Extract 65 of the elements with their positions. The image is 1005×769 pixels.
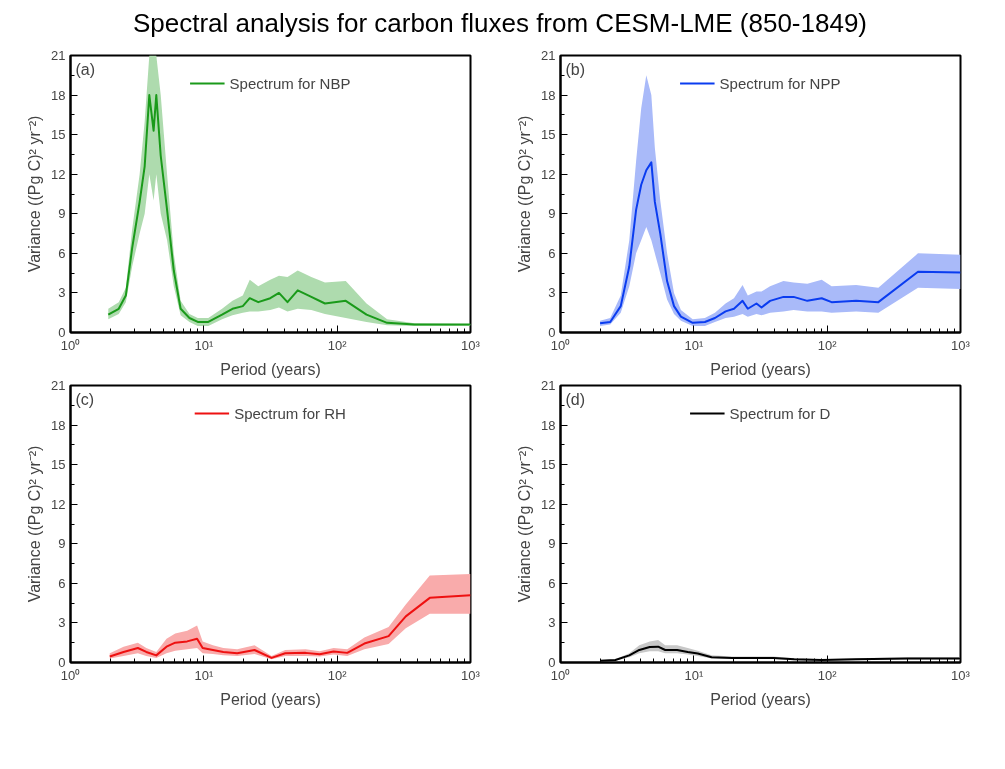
y-tick-label: 3 — [58, 285, 66, 301]
y-tick-label: 3 — [548, 285, 556, 301]
x-tick-label: 10³ — [951, 667, 971, 683]
y-tick-label: 12 — [51, 166, 66, 182]
y-tick-label: 18 — [541, 87, 556, 103]
y-tick-label: 3 — [548, 615, 556, 631]
x-tick-label: 10² — [817, 337, 838, 353]
y-tick-label: 6 — [548, 245, 556, 261]
y-tick-label: 6 — [58, 575, 66, 591]
x-tick-label: 10³ — [951, 337, 971, 353]
y-axis-title: Variance ((Pg C)² yr⁻²) — [26, 445, 44, 603]
legend-label: Spectrum for RH — [234, 404, 346, 422]
y-tick-label: 12 — [541, 166, 556, 182]
y-tick-label: 6 — [58, 245, 66, 261]
y-tick-label: 0 — [58, 325, 66, 340]
y-tick-label: 18 — [51, 417, 66, 433]
annotation: (b) — [565, 60, 586, 78]
y-tick-label: 6 — [548, 575, 556, 591]
y-axis-title: Variance ((Pg C)² yr⁻²) — [26, 115, 44, 273]
y-tick-label: 21 — [51, 378, 66, 393]
y-tick-label: 0 — [548, 325, 556, 340]
y-axis-title: Variance ((Pg C)² yr⁻²) — [516, 115, 534, 273]
y-tick-label: 9 — [58, 536, 66, 552]
y-axis-title: Variance ((Pg C)² yr⁻²) — [516, 445, 534, 603]
x-tick-label: 10³ — [461, 337, 481, 353]
y-tick-label: 15 — [541, 457, 556, 473]
y-tick-label: 21 — [541, 48, 556, 63]
x-axis-title: Period (years) — [220, 690, 321, 708]
annotation: (a) — [75, 60, 96, 78]
y-tick-label: 15 — [51, 457, 66, 473]
x-tick-label: 10⁰ — [550, 337, 571, 353]
annotation: (d) — [565, 390, 586, 408]
legend-label: Spectrum for NBP — [229, 74, 351, 92]
x-tick-label: 10⁰ — [60, 337, 81, 353]
chart-title: Spectral analysis for carbon fluxes from CESM-LME (850-1849) — [131, 7, 869, 40]
x-tick-label: 10³ — [461, 667, 481, 683]
y-tick-label: 12 — [51, 496, 66, 512]
x-tick-label: 10⁰ — [60, 667, 81, 683]
x-tick-label: 10⁰ — [550, 667, 571, 683]
x-tick-label: 10² — [817, 667, 838, 683]
y-tick-label: 18 — [51, 87, 66, 103]
x-axis-title: Period (years) — [710, 360, 811, 378]
y-tick-label: 21 — [541, 378, 556, 393]
x-tick-label: 10¹ — [684, 667, 704, 683]
y-tick-label: 15 — [51, 127, 66, 143]
y-tick-label: 9 — [548, 206, 556, 222]
y-tick-label: 21 — [51, 48, 66, 63]
y-tick-label: 0 — [548, 655, 556, 670]
x-axis-title: Period (years) — [220, 360, 321, 378]
x-tick-label: 10² — [327, 337, 348, 353]
y-tick-label: 18 — [541, 417, 556, 433]
y-tick-label: 0 — [58, 655, 66, 670]
x-tick-label: 10¹ — [194, 337, 214, 353]
y-tick-label: 9 — [548, 536, 556, 552]
x-tick-label: 10¹ — [684, 337, 704, 353]
x-tick-label: 10¹ — [194, 667, 214, 683]
y-tick-label: 3 — [58, 615, 66, 631]
annotation: (c) — [75, 390, 95, 408]
y-tick-label: 15 — [541, 127, 556, 143]
legend-label: Spectrum for D — [729, 404, 831, 422]
x-axis-title: Period (years) — [710, 690, 811, 708]
y-tick-label: 12 — [541, 496, 556, 512]
y-tick-label: 9 — [58, 206, 66, 222]
x-tick-label: 10² — [327, 667, 348, 683]
legend-label: Spectrum for NPP — [719, 74, 841, 92]
